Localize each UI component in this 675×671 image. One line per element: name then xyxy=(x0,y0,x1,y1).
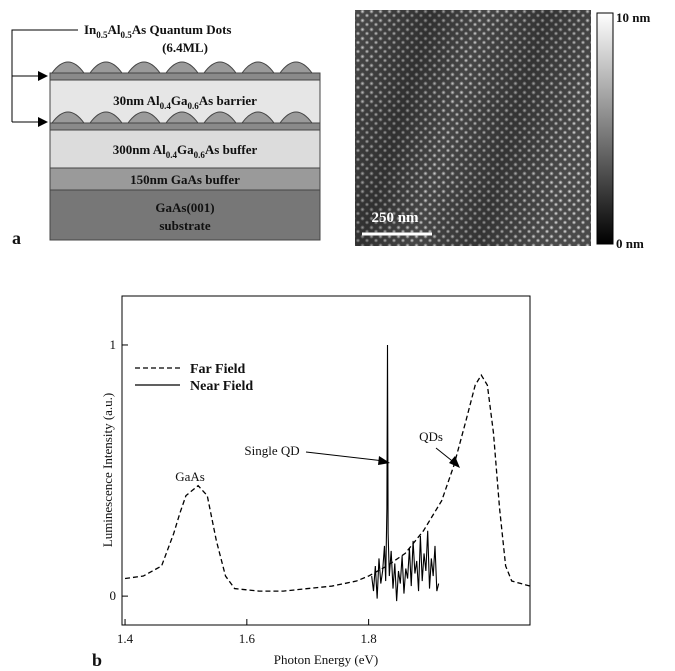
qd-label: In0.5Al0.5As Quantum Dots xyxy=(84,22,231,40)
afm-image: 250 nm 10 nm 0 nm xyxy=(355,10,650,251)
quantum-dot xyxy=(203,61,237,74)
text-part: Al xyxy=(108,22,121,37)
subscript: 0.6 xyxy=(188,101,200,111)
bracket xyxy=(11,29,78,122)
panel-label: a xyxy=(12,228,21,248)
colorbar-max: 10 nm xyxy=(616,10,650,25)
layer-label: GaAs(001) xyxy=(155,200,214,215)
arrow-head xyxy=(38,117,48,127)
text-part: 300nm Al xyxy=(113,142,166,157)
subscript: 0.5 xyxy=(121,30,133,40)
subscript: 0.4 xyxy=(166,150,178,160)
colorbar-min: 0 nm xyxy=(616,236,644,251)
annotation: Single QD xyxy=(244,443,299,458)
text-part: GaAs(001) xyxy=(155,200,214,215)
legend-label: Near Field xyxy=(190,379,253,394)
legend-label: Far Field xyxy=(190,362,246,377)
quantum-dot xyxy=(127,61,161,74)
schematic: In0.5Al0.5As Quantum Dots (6.4ML) 30nm A… xyxy=(11,22,321,248)
arrow-head xyxy=(449,456,460,468)
text-part: As buffer xyxy=(205,142,258,157)
quantum-dot xyxy=(127,111,161,124)
qd-thickness: (6.4ML) xyxy=(162,40,208,55)
text-part: Ga xyxy=(171,93,188,108)
quantum-dots xyxy=(51,61,313,124)
quantum-dot xyxy=(203,111,237,124)
text-part: As Quantum Dots xyxy=(132,22,232,37)
quantum-dot xyxy=(89,111,123,124)
text-part: As barrier xyxy=(199,93,257,108)
text-part: Ga xyxy=(177,142,194,157)
annotation: QDs xyxy=(419,429,443,444)
wetting-layer xyxy=(49,72,321,81)
scale-bar-label: 250 nm xyxy=(371,210,419,226)
panel-label: b xyxy=(92,650,102,670)
layer-label: substrate xyxy=(159,218,211,233)
series-line xyxy=(371,344,440,602)
quantum-dot xyxy=(165,61,199,74)
afm-shading xyxy=(355,10,591,246)
quantum-dot xyxy=(279,61,313,74)
x-tick-label: 1.8 xyxy=(361,631,377,646)
x-tick-label: 1.6 xyxy=(239,631,256,646)
y-tick-label: 0 xyxy=(110,588,117,603)
x-axis-label: Photon Energy (eV) xyxy=(274,652,378,667)
text-part: 150nm GaAs buffer xyxy=(130,172,240,187)
quantum-dot xyxy=(51,111,85,124)
plot-frame xyxy=(121,295,531,626)
spectrum-chart: Luminescence Intensity (a.u.) Photon Ene… xyxy=(92,295,531,670)
quantum-dot xyxy=(241,111,275,124)
annotation: GaAs xyxy=(175,469,205,484)
quantum-dot xyxy=(241,61,275,74)
quantum-dot xyxy=(89,61,123,74)
series-line xyxy=(124,373,531,592)
x-tick-label: 1.4 xyxy=(117,631,134,646)
arrow-head xyxy=(38,71,48,81)
y-axis-label: Luminescence Intensity (a.u.) xyxy=(100,393,115,548)
subscript: 0.5 xyxy=(96,30,108,40)
layer-label: 150nm GaAs buffer xyxy=(130,172,240,187)
quantum-dot xyxy=(279,111,313,124)
wetting-layer xyxy=(49,122,321,131)
substrate-layer xyxy=(49,189,321,241)
layer-label: 30nm Al0.4Ga0.6As barrier xyxy=(113,93,257,111)
arrow xyxy=(305,451,385,462)
text-part: In xyxy=(84,22,97,37)
text-part: 30nm Al xyxy=(113,93,160,108)
y-tick-label: 1 xyxy=(110,337,117,352)
quantum-dot xyxy=(165,111,199,124)
subscript: 0.4 xyxy=(160,101,172,111)
layer-label: 300nm Al0.4Ga0.6As buffer xyxy=(113,142,258,160)
colorbar xyxy=(596,12,614,245)
quantum-dot xyxy=(51,61,85,74)
subscript: 0.6 xyxy=(194,150,206,160)
